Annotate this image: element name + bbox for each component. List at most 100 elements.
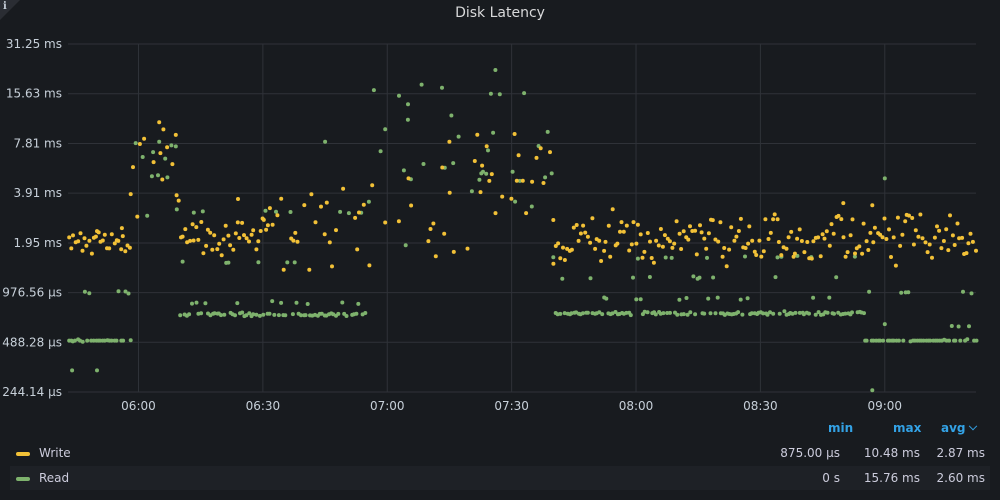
write-point — [201, 251, 206, 256]
read-point — [493, 68, 498, 72]
read-point — [401, 168, 406, 173]
read-point — [149, 174, 154, 179]
read-point — [178, 313, 183, 318]
read-point — [163, 156, 168, 161]
write-point — [553, 244, 558, 248]
write-point — [440, 165, 445, 170]
write-point — [249, 232, 254, 237]
write-point — [142, 136, 147, 141]
read-point — [562, 311, 567, 316]
write-point — [223, 223, 228, 228]
write-point — [571, 225, 576, 230]
write-point — [509, 196, 514, 201]
write-point — [524, 211, 529, 216]
write-point — [581, 223, 586, 228]
write-point — [267, 206, 272, 211]
write-point — [952, 243, 957, 247]
write-point — [217, 241, 222, 246]
write-point — [451, 249, 456, 254]
legend-value-max: 10.48 ms — [863, 446, 920, 460]
read-point — [191, 210, 196, 215]
write-point — [698, 223, 702, 228]
read-point — [440, 85, 444, 90]
read-point — [194, 300, 199, 305]
read-point — [551, 255, 556, 260]
write-point — [732, 238, 737, 243]
read-point — [303, 313, 308, 318]
read-point — [256, 260, 261, 265]
read-point — [558, 311, 563, 316]
read-point — [708, 311, 713, 316]
write-point — [631, 220, 636, 225]
write-point — [512, 132, 517, 136]
read-point — [517, 178, 522, 183]
read-point — [811, 295, 816, 300]
write-point — [242, 233, 246, 238]
write-point — [93, 234, 98, 239]
write-point — [670, 245, 675, 250]
read-point — [133, 141, 138, 146]
legend-header-min[interactable]: min — [828, 421, 854, 435]
write-point — [750, 238, 755, 243]
read-point — [749, 311, 754, 316]
read-point — [80, 339, 85, 344]
x-tick-label: 09:00 — [867, 399, 902, 413]
write-point — [672, 241, 677, 246]
read-point — [336, 311, 341, 316]
write-point — [818, 254, 823, 259]
write-point — [841, 201, 846, 206]
legend-value-avg: 2.60 ms — [936, 471, 985, 485]
write-point — [275, 213, 280, 218]
read-point — [263, 208, 268, 213]
write-point — [656, 243, 661, 248]
y-tick-label: 7.81 ms — [14, 136, 62, 150]
write-point — [789, 229, 794, 234]
write-point — [722, 246, 727, 250]
write-point — [853, 251, 857, 256]
write-point — [629, 242, 634, 247]
write-point — [848, 233, 853, 238]
y-tick-label: 1.95 ms — [14, 236, 62, 250]
write-point — [205, 227, 210, 232]
read-point — [319, 311, 324, 316]
write-point — [561, 245, 565, 250]
write-point — [895, 215, 900, 220]
read-point — [782, 309, 787, 314]
read-point — [212, 311, 217, 316]
read-point — [569, 311, 574, 316]
write-point — [720, 254, 725, 259]
write-point — [100, 238, 105, 243]
write-point — [551, 218, 556, 222]
read-point — [128, 338, 133, 343]
write-point — [955, 221, 960, 226]
legend-row-read[interactable]: Read 0 s 15.76 ms 2.60 ms — [10, 466, 990, 490]
write-point — [660, 244, 665, 249]
write-point — [872, 225, 877, 230]
read-point — [685, 312, 690, 317]
panel-info-corner[interactable] — [0, 0, 20, 20]
write-point — [911, 242, 916, 247]
write-point — [264, 227, 269, 232]
write-point — [599, 259, 604, 263]
read-point — [70, 368, 75, 373]
write-point — [84, 243, 89, 248]
y-tick-label: 976.56 µs — [2, 286, 62, 300]
read-point — [200, 209, 205, 214]
legend-header-avg[interactable]: avg — [941, 421, 977, 435]
write-point — [941, 239, 946, 243]
info-icon[interactable]: i — [3, 1, 7, 12]
write-point — [734, 234, 739, 239]
write-point — [704, 246, 709, 251]
write-point — [478, 190, 483, 195]
read-point — [261, 312, 266, 317]
read-point — [560, 276, 565, 281]
write-point — [578, 231, 583, 236]
read-point — [688, 310, 693, 315]
read-point — [816, 310, 821, 315]
read-point — [738, 297, 743, 302]
legend-row-write[interactable]: Write 875.00 µs 10.48 ms 2.87 ms — [10, 441, 990, 465]
legend-header-max[interactable]: max — [893, 421, 922, 435]
write-point — [258, 229, 263, 233]
write-point — [866, 248, 871, 252]
read-point — [371, 88, 376, 93]
